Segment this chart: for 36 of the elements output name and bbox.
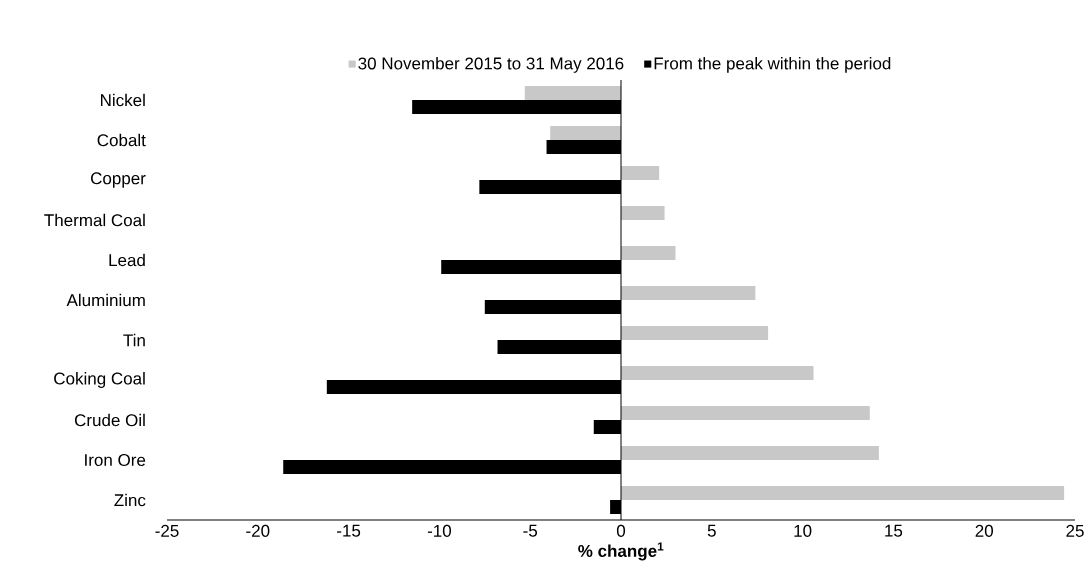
bar	[621, 246, 676, 260]
y-tick-label: Zinc	[114, 493, 146, 507]
bar	[550, 126, 621, 140]
x-tick-label: -20	[246, 524, 270, 537]
bar	[621, 446, 879, 460]
x-tick-label: -5	[523, 524, 538, 537]
bar	[621, 166, 660, 180]
x-tick-label: -10	[427, 524, 452, 537]
x-tick-label: 0	[616, 524, 626, 537]
x-axis-title: % change$^{1}$	[578, 542, 664, 561]
x-tick-label: 10	[794, 524, 812, 537]
bar	[621, 406, 870, 420]
bar	[621, 206, 665, 220]
y-tick-label: Thermal Coal	[44, 213, 145, 227]
bar	[621, 286, 756, 300]
bar	[524, 86, 621, 100]
x-tick-label: -25	[155, 524, 179, 537]
y-tick-label: Coking Coal	[54, 372, 145, 388]
legend-label: From the peak within the period	[654, 57, 891, 73]
y-tick-label: Tin	[123, 333, 145, 347]
x-tick-label: 5	[707, 524, 716, 537]
legend-label: 30 November 2015 to 31 May 2016	[358, 57, 624, 73]
y-tick-label: Copper	[91, 172, 146, 188]
bar	[621, 366, 814, 380]
x-tick-label: 25	[1066, 524, 1084, 537]
bar	[621, 326, 769, 340]
y-tick-label: Cobalt	[97, 133, 146, 147]
y-tick-label: Aluminium	[66, 293, 145, 307]
x-tick-label: 15	[885, 524, 903, 537]
bar	[621, 486, 1065, 500]
y-tick-label: Lead	[109, 253, 145, 267]
y-tick-label: Crude Oil	[74, 413, 145, 427]
x-tick-label: 20	[975, 524, 993, 537]
x-tick-label: -15	[337, 524, 361, 537]
y-tick-label: Iron Ore	[85, 453, 146, 467]
y-tick-label: Nickel	[101, 93, 145, 107]
